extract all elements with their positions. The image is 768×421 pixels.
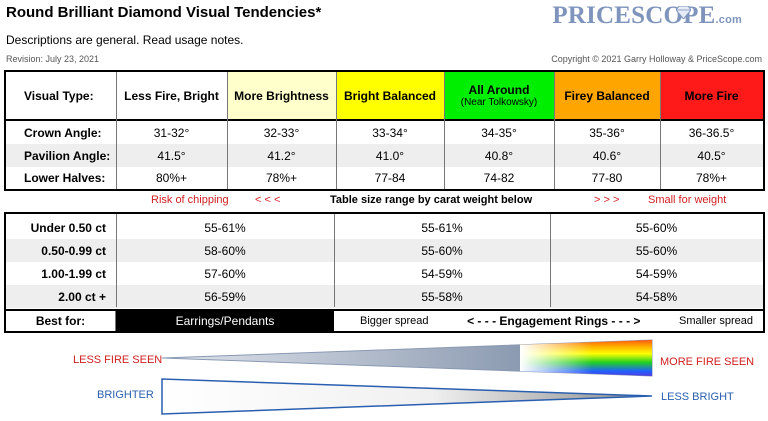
visual-type-table: Visual Type: Less Fire, Bright More Brig…	[4, 70, 765, 191]
more-fire-seen-label: MORE FIRE SEEN	[660, 356, 755, 368]
less-fire-seen-label: LESS FIRE SEEN	[73, 354, 163, 366]
column-divider	[116, 214, 117, 307]
cell-value: 40.5°	[697, 148, 726, 163]
bigger-spread-label: Bigger spread	[360, 315, 429, 327]
table-row: Under 0.50 ct 55-61% 55-61% 55-60%	[6, 216, 763, 239]
column-divider	[550, 214, 551, 307]
cell-value: 54-59%	[635, 266, 678, 281]
cell-value: 34-35°	[481, 125, 517, 140]
column-divider	[227, 72, 228, 189]
best-for-label: Best for:	[6, 311, 116, 331]
cell-value: 56-59%	[204, 289, 246, 304]
cell-value: 40.8°	[484, 148, 514, 163]
cell-value: 55-60%	[421, 243, 463, 258]
cell-value: 55-61%	[421, 220, 463, 235]
cell-value: 55-60%	[635, 243, 678, 258]
column-divider	[554, 72, 555, 189]
table-size-heading: Table size range by carat weight below	[330, 194, 533, 206]
copyright-notice: Copyright © 2021 Garry Holloway & PriceS…	[551, 54, 762, 64]
type-firey-balanced: Firey Balanced	[554, 72, 660, 119]
cell-value: 36-36.5°	[688, 125, 735, 140]
smaller-spread-label: Smaller spread	[679, 315, 753, 327]
type-name: Bright Balanced	[343, 88, 436, 103]
row-label: 2.00 ct +	[58, 289, 106, 304]
cell-value: 55-60%	[635, 220, 678, 235]
pricescope-logo[interactable]: PRICESCOPE.com	[552, 2, 742, 30]
cell-value: 80%+	[155, 171, 188, 185]
cell-value: 32-33°	[263, 125, 300, 140]
column-divider	[334, 214, 335, 307]
cell-value: 77-80	[591, 171, 623, 185]
fire-brightness-diagram	[161, 339, 653, 415]
cell-value: 57-60%	[204, 266, 246, 281]
visual-type-header-row: Visual Type: Less Fire, Bright More Brig…	[6, 72, 763, 121]
lower-halves-row: Lower Halves: 80%+ 78%+ 77-84 74-82 77-8…	[6, 167, 763, 189]
right-arrows: > > >	[594, 194, 620, 206]
cell-value: 31-32°	[153, 125, 190, 140]
cell-value: 40.6°	[592, 148, 622, 163]
type-name: Firey Balanced	[564, 88, 650, 103]
row-label: 1.00-1.99 ct	[41, 266, 106, 281]
type-all-around: All Around (Near Tolkowsky)	[444, 72, 554, 119]
type-name: More Brightness	[234, 88, 329, 103]
column-divider	[444, 72, 445, 189]
cell-value: 77-84	[374, 171, 406, 185]
column-divider	[660, 72, 661, 189]
left-arrows: < < <	[255, 194, 281, 206]
earrings-pendants-cell: Earrings/Pendants	[116, 311, 334, 331]
brightness-triangle	[161, 378, 653, 415]
row-label: Under 0.50 ct	[30, 220, 106, 235]
cell-value: 41.0°	[375, 148, 405, 163]
less-bright-label: LESS BRIGHT	[661, 391, 734, 403]
type-bright-balanced: Bright Balanced	[336, 72, 444, 119]
column-divider	[336, 72, 337, 189]
cell-value: 55-61%	[204, 220, 246, 235]
type-more-brightness: More Brightness	[227, 72, 336, 119]
logo-text: PRICESCOPE	[552, 2, 716, 29]
type-more-fire: More Fire	[660, 72, 763, 119]
cell-value: 54-59%	[421, 266, 463, 281]
brighter-label: BRIGHTER	[97, 389, 154, 401]
crown-angle-row: Crown Angle: 31-32° 32-33° 33-34° 34-35°…	[6, 121, 763, 144]
engagement-rings-label: < - - - Engagement Rings - - - >	[467, 314, 641, 328]
cell-value: 78%+	[695, 171, 728, 185]
page-title: Round Brilliant Diamond Visual Tendencie…	[6, 4, 322, 21]
cell-value: 41.5°	[157, 148, 186, 163]
risk-of-chipping-label: Risk of chipping	[151, 194, 229, 206]
type-name: Less Fire, Bright	[124, 88, 219, 103]
cell-value: 74-82	[483, 171, 515, 185]
cell-value: 33-34°	[372, 125, 408, 140]
logo-domain: .com	[715, 14, 742, 26]
revision-date: Revision: July 23, 2021	[6, 54, 100, 64]
table-row: 0.50-0.99 ct 58-60% 55-60% 55-60%	[6, 239, 763, 262]
cell-value: 41.2°	[267, 148, 296, 163]
cell-value: 58-60%	[204, 243, 246, 258]
small-for-weight-label: Small for weight	[648, 194, 727, 206]
row-label: Crown Angle:	[24, 125, 102, 140]
table-row: 2.00 ct + 56-59% 55-58% 54-58%	[6, 285, 763, 308]
diamond-icon	[676, 6, 691, 19]
type-less-fire-bright: Less Fire, Bright	[116, 72, 227, 119]
row-label: Lower Halves:	[24, 171, 106, 185]
best-for-row: Best for: Earrings/Pendants Bigger sprea…	[6, 309, 763, 331]
row-label: Pavilion Angle:	[24, 148, 111, 163]
fire-rainbow-fade	[520, 340, 652, 376]
cell-value: 78%+	[265, 171, 298, 185]
column-divider	[116, 72, 117, 189]
table-row: 1.00-1.99 ct 57-60% 54-59% 54-59%	[6, 262, 763, 285]
engagement-rings-cell: Bigger spread < - - - Engagement Rings -…	[334, 311, 763, 331]
type-name: All Around	[468, 83, 530, 97]
type-subname: (Near Tolkowsky)	[460, 97, 538, 108]
table-size-table: Under 0.50 ct 55-61% 55-61% 55-60% 0.50-…	[4, 212, 765, 333]
page-subtitle: Descriptions are general. Read usage not…	[6, 33, 244, 47]
pavilion-angle-row: Pavilion Angle: 41.5° 41.2° 41.0° 40.8° …	[6, 144, 763, 167]
type-name: More Fire	[684, 88, 739, 103]
cell-value: 55-58%	[421, 289, 463, 304]
cell-value: 54-58%	[635, 289, 678, 304]
visual-type-label: Visual Type:	[24, 88, 94, 103]
cell-value: 35-36°	[589, 125, 625, 140]
row-label: 0.50-0.99 ct	[41, 243, 106, 258]
